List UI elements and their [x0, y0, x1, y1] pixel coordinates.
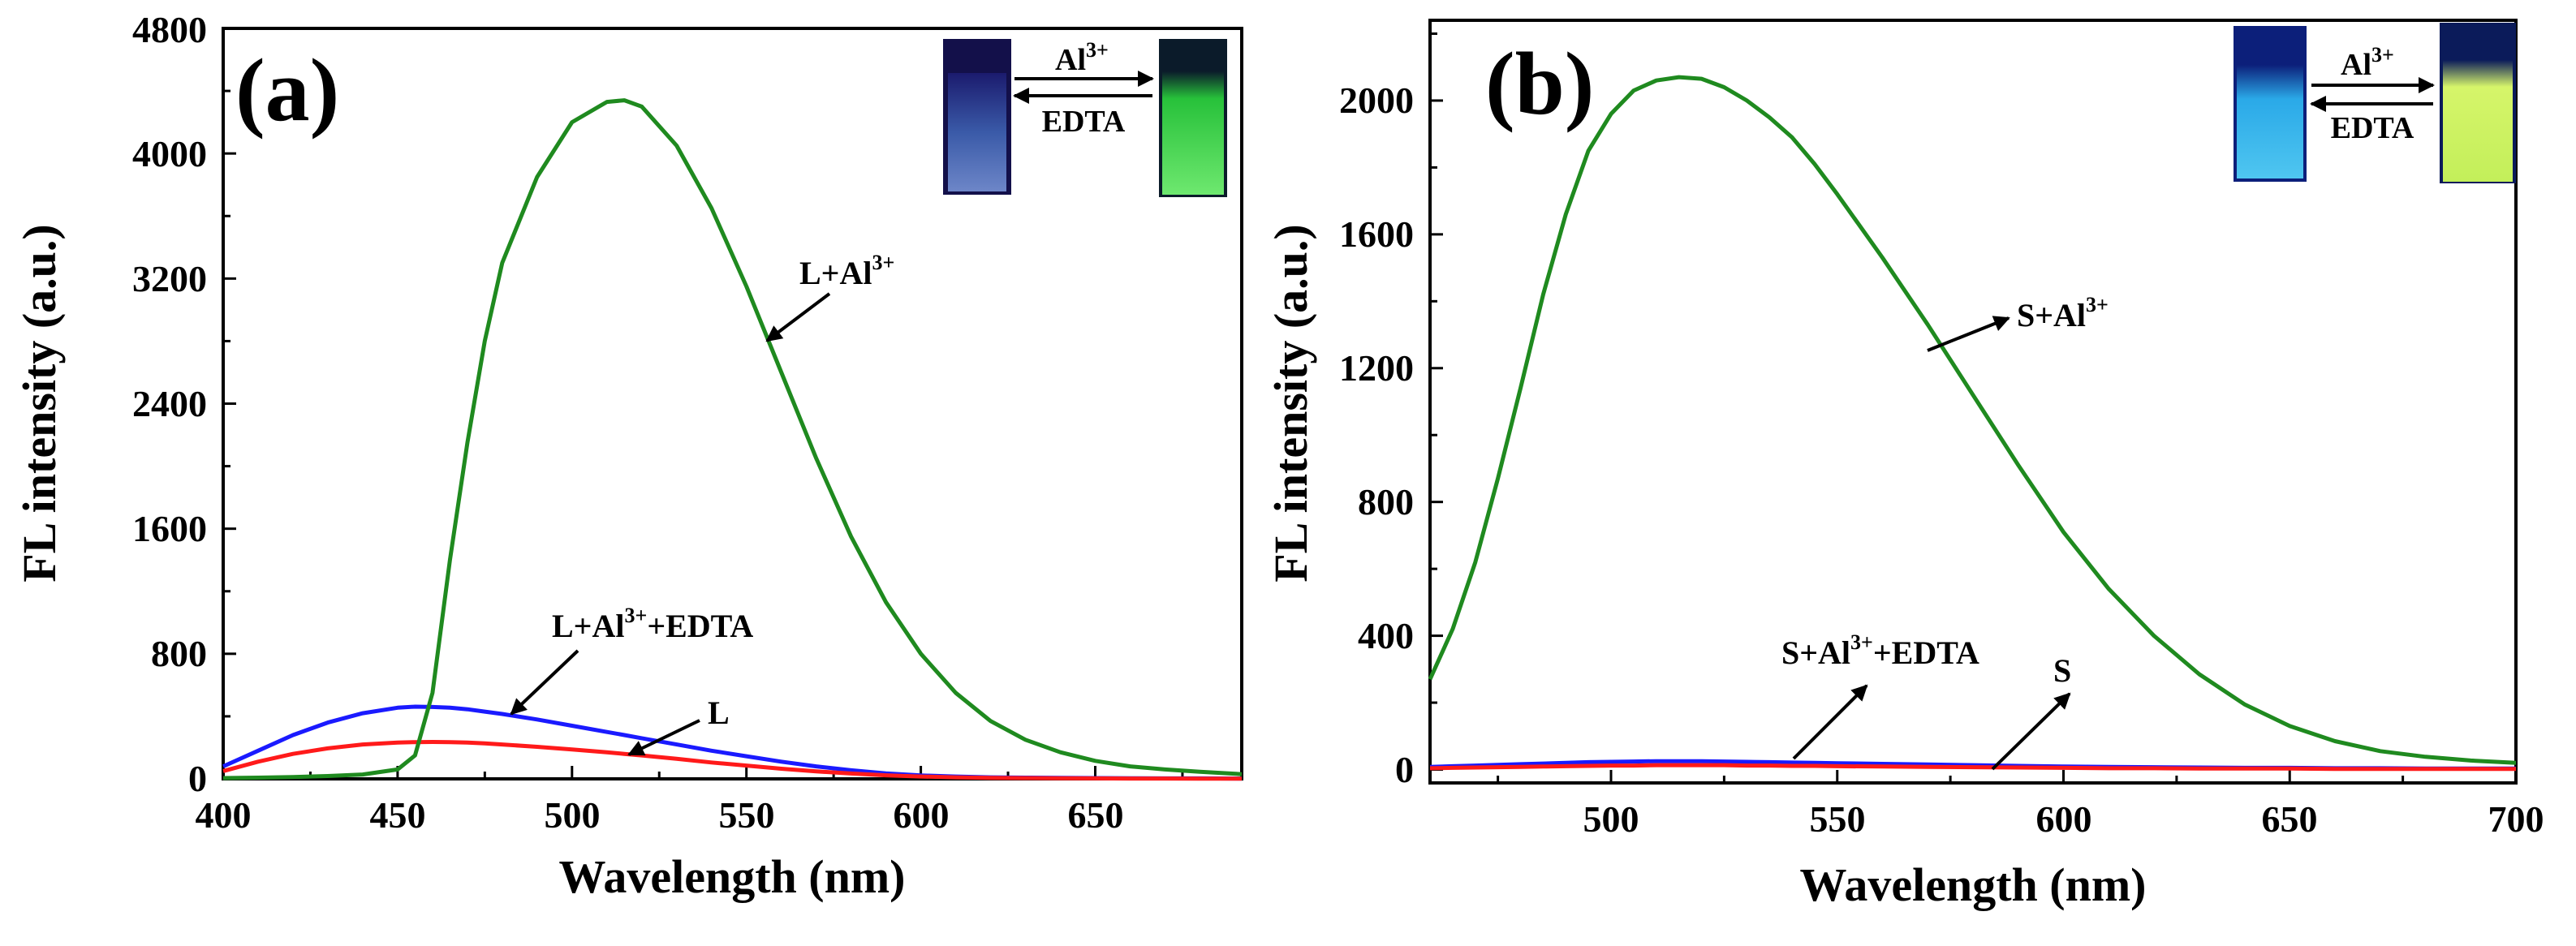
series-lines-a	[222, 98, 1243, 781]
x-tick-label: 650	[2262, 798, 2318, 840]
y-tick-labels-b: 0 400 800 1200 1600 2000	[1339, 80, 1414, 790]
x-tick-label: 650	[1068, 794, 1124, 836]
annotation-arrow	[1792, 684, 1868, 760]
series-line-b-s-al3-	[1428, 75, 2517, 765]
x-tick-label: 700	[2488, 798, 2544, 840]
y-axis-title-a: FL intensity (a.u.)	[13, 224, 66, 583]
y-axis-title-b: FL intensity (a.u.)	[1264, 224, 1317, 583]
plot-frame-a	[222, 27, 1243, 780]
y-tick-labels-a: 0 800 1600 2400 3200 4000 4800	[132, 9, 207, 799]
y-tick-label: 0	[1395, 749, 1414, 790]
annotation-arrow	[627, 719, 700, 756]
y-tick-label: 1600	[132, 508, 207, 549]
annotation-l: L	[627, 694, 730, 756]
x-tick-label: 500	[1583, 798, 1639, 840]
series-line-a-l-al3-	[222, 98, 1243, 780]
plot-frame-b	[1428, 19, 2518, 785]
series-lines-b	[1428, 75, 2517, 772]
panel-label-a: (a)	[235, 41, 339, 140]
panel-a: 400 450 500 550 600 650 0 800 1600 2400 …	[13, 9, 1243, 903]
y-tick-label: 1600	[1339, 213, 1414, 255]
annotation-arrow	[1991, 692, 2071, 771]
annotation-arrow	[765, 292, 831, 342]
annotation-label: S+Al3+	[2017, 293, 2109, 333]
annotation-arrow	[510, 649, 579, 716]
vial-liquid-before	[2237, 65, 2303, 178]
x-tick-labels-a: 400 450 500 550 600 650	[196, 794, 1124, 836]
x-tick-label: 600	[894, 794, 950, 836]
x-tick-label: 450	[370, 794, 426, 836]
y-tick-label: 1200	[1339, 347, 1414, 389]
annotation-label: L	[708, 694, 730, 731]
panel-label-b: (b)	[1485, 34, 1594, 133]
x-axis-title-a: Wavelength (nm)	[559, 850, 906, 903]
y-tick-label: 2400	[132, 383, 207, 424]
y-tick-label: 800	[151, 633, 207, 674]
reverse-label: EDTA	[1042, 105, 1126, 139]
ticks-a	[222, 27, 1184, 780]
annotation-s-al-edta: S+Al3++EDTA	[1781, 630, 1979, 760]
annotation-s: S	[1991, 652, 2071, 771]
x-tick-label: 550	[1810, 798, 1866, 840]
inset-photo-a: Al3+ EDTA	[943, 38, 1227, 197]
annotation-label: S+Al3++EDTA	[1781, 630, 1979, 671]
panel-b: 500 550 600 650 700 0 400 800 1200 1600 …	[1264, 19, 2544, 911]
x-tick-labels-b: 500 550 600 650 700	[1583, 798, 2544, 840]
x-tick-label: 550	[719, 794, 775, 836]
y-tick-label: 800	[1358, 481, 1414, 522]
y-tick-label: 4000	[132, 133, 207, 174]
series-line-b-s	[1429, 763, 2516, 772]
series-line-a-l	[222, 740, 1242, 781]
inset-photo-b: Al3+ EDTA	[2234, 23, 2516, 183]
annotation-l-al: L+Al3+	[765, 251, 894, 342]
x-axis-title-b: Wavelength (nm)	[1800, 858, 2147, 911]
x-tick-label: 500	[545, 794, 601, 836]
x-tick-label: 400	[196, 794, 252, 836]
annotation-label: S	[2053, 652, 2071, 689]
y-tick-label: 2000	[1339, 80, 1414, 121]
vial-liquid-before	[948, 73, 1006, 191]
annotation-label: L+Al3+	[799, 251, 894, 291]
y-tick-label: 4800	[132, 9, 207, 50]
annotation-arrow	[1927, 316, 2010, 352]
annotation-s-al: S+Al3+	[1927, 293, 2109, 352]
reverse-label: EDTA	[2331, 111, 2414, 145]
y-tick-label: 3200	[132, 258, 207, 299]
annotation-label: L+Al3++EDTA	[552, 604, 753, 644]
annotation-l-al-edta: L+Al3++EDTA	[510, 604, 753, 716]
vial-liquid-after	[1162, 71, 1224, 195]
y-tick-label: 0	[188, 758, 207, 799]
y-tick-label: 400	[1358, 615, 1414, 656]
forward-label: Al3+	[2341, 43, 2394, 82]
forward-label: Al3+	[1055, 38, 1109, 77]
vial-liquid-after	[2443, 60, 2513, 182]
x-tick-label: 600	[2036, 798, 2092, 840]
